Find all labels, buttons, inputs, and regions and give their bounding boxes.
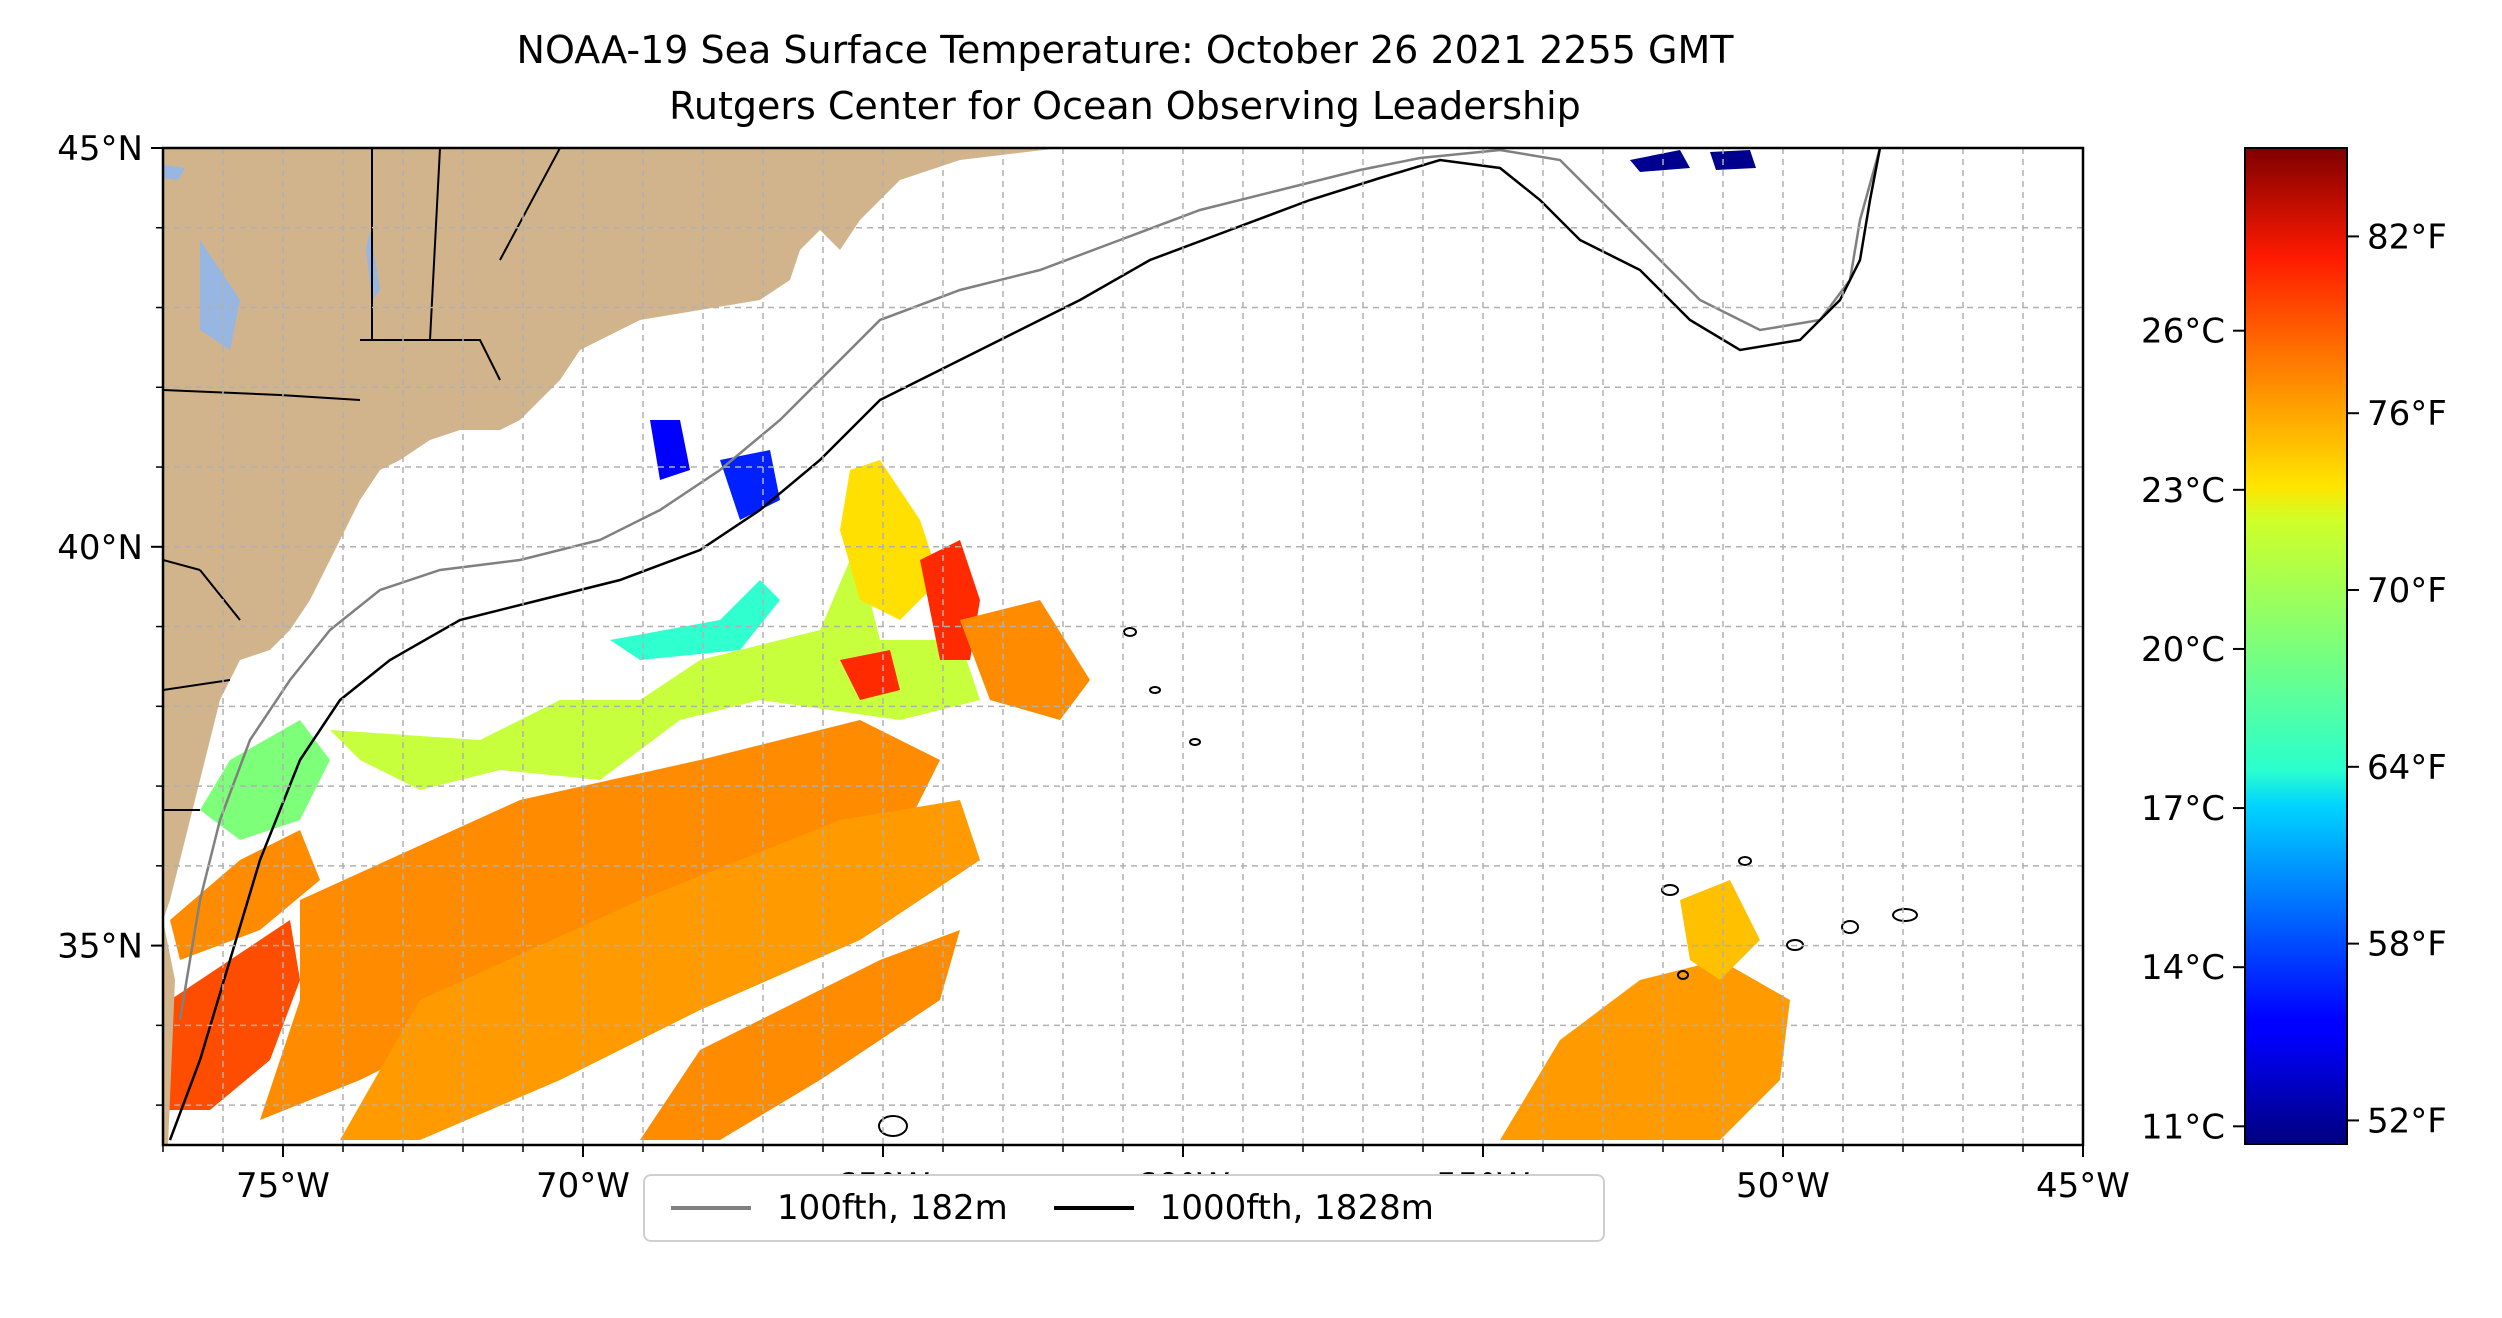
colorbar-celsius-label: 20°C	[2141, 630, 2225, 670]
isobath-100fth	[178, 148, 1882, 1021]
colorbar-celsius-label: 14°C	[2141, 948, 2225, 988]
sst-patch	[960, 600, 1090, 720]
legend-item-1000fth: 1000fth, 1828m	[1053, 1188, 1434, 1228]
map-subtitle: Rutgers Center for Ocean Observing Leade…	[669, 84, 1581, 128]
x-tick-label: 70°W	[536, 1166, 630, 1206]
y-tick-label: 45°N	[57, 129, 143, 169]
sst-patch	[610, 580, 780, 660]
legend-item-100fth: 100fth, 182m	[671, 1188, 1008, 1228]
legend-label: 100fth, 182m	[777, 1188, 1008, 1228]
colorbar-celsius-label: 11°C	[2141, 1107, 2225, 1147]
sst-patch	[640, 930, 960, 1140]
land-nova-scotia	[800, 148, 1060, 250]
sst-patch	[340, 800, 980, 1140]
map-title: NOAA-19 Sea Surface Temperature: October…	[516, 28, 1734, 72]
y-tick-label: 40°N	[57, 528, 143, 568]
sst-patch	[650, 420, 690, 480]
land-carolina	[163, 920, 175, 1145]
lake	[200, 240, 240, 350]
sst-patch	[840, 460, 940, 620]
x-tick-label: 75°W	[236, 1166, 330, 1206]
colorbar-celsius-label: 26°C	[2141, 312, 2225, 352]
y-tick-label: 35°N	[57, 927, 143, 967]
sst-patch	[1710, 150, 1756, 170]
colorbar-fahrenheit-label: 76°F	[2367, 394, 2447, 434]
graticule	[163, 148, 2083, 1145]
sst-patch	[1500, 960, 1790, 1140]
x-tick-label: 50°W	[1736, 1166, 1830, 1206]
colorbar-celsius-label: 17°C	[2141, 789, 2225, 829]
legend-swatch-black-line	[1053, 1206, 1134, 1210]
colorbar-celsius-ticks: 26°C 23°C 20°C 17°C 14°C 11°C	[2141, 312, 2245, 1147]
colorbar-fahrenheit-ticks: 82°F 76°F 70°F 64°F 58°F 52°F	[2347, 217, 2447, 1141]
legend-label: 1000fth, 1828m	[1159, 1188, 1434, 1228]
sst-data-layer	[165, 150, 1790, 1140]
colorbar-fahrenheit-label: 70°F	[2367, 571, 2447, 611]
map-legend: 100fth, 182m 1000fth, 1828m	[643, 1174, 1605, 1242]
sst-patch	[1680, 880, 1760, 980]
colorbar-fahrenheit-label: 58°F	[2367, 925, 2447, 965]
sst-patch	[170, 830, 320, 960]
legend-swatch-grey-line	[671, 1206, 751, 1210]
colorbar-fahrenheit-label: 64°F	[2367, 748, 2447, 788]
x-tick-label: 45°W	[2036, 1166, 2130, 1206]
colorbar-fahrenheit-label: 52°F	[2367, 1101, 2447, 1141]
sst-patch	[840, 650, 900, 700]
colorbar-celsius-label: 23°C	[2141, 471, 2225, 511]
lake	[163, 165, 185, 180]
latitude-axis: 45°N 40°N 35°N	[57, 129, 163, 1106]
colorbar-scale	[2244, 147, 2348, 1145]
colorbar-fahrenheit-label: 82°F	[2367, 217, 2447, 257]
sst-patch	[1630, 150, 1690, 172]
political-borders	[163, 148, 562, 811]
sst-patch	[200, 720, 330, 840]
